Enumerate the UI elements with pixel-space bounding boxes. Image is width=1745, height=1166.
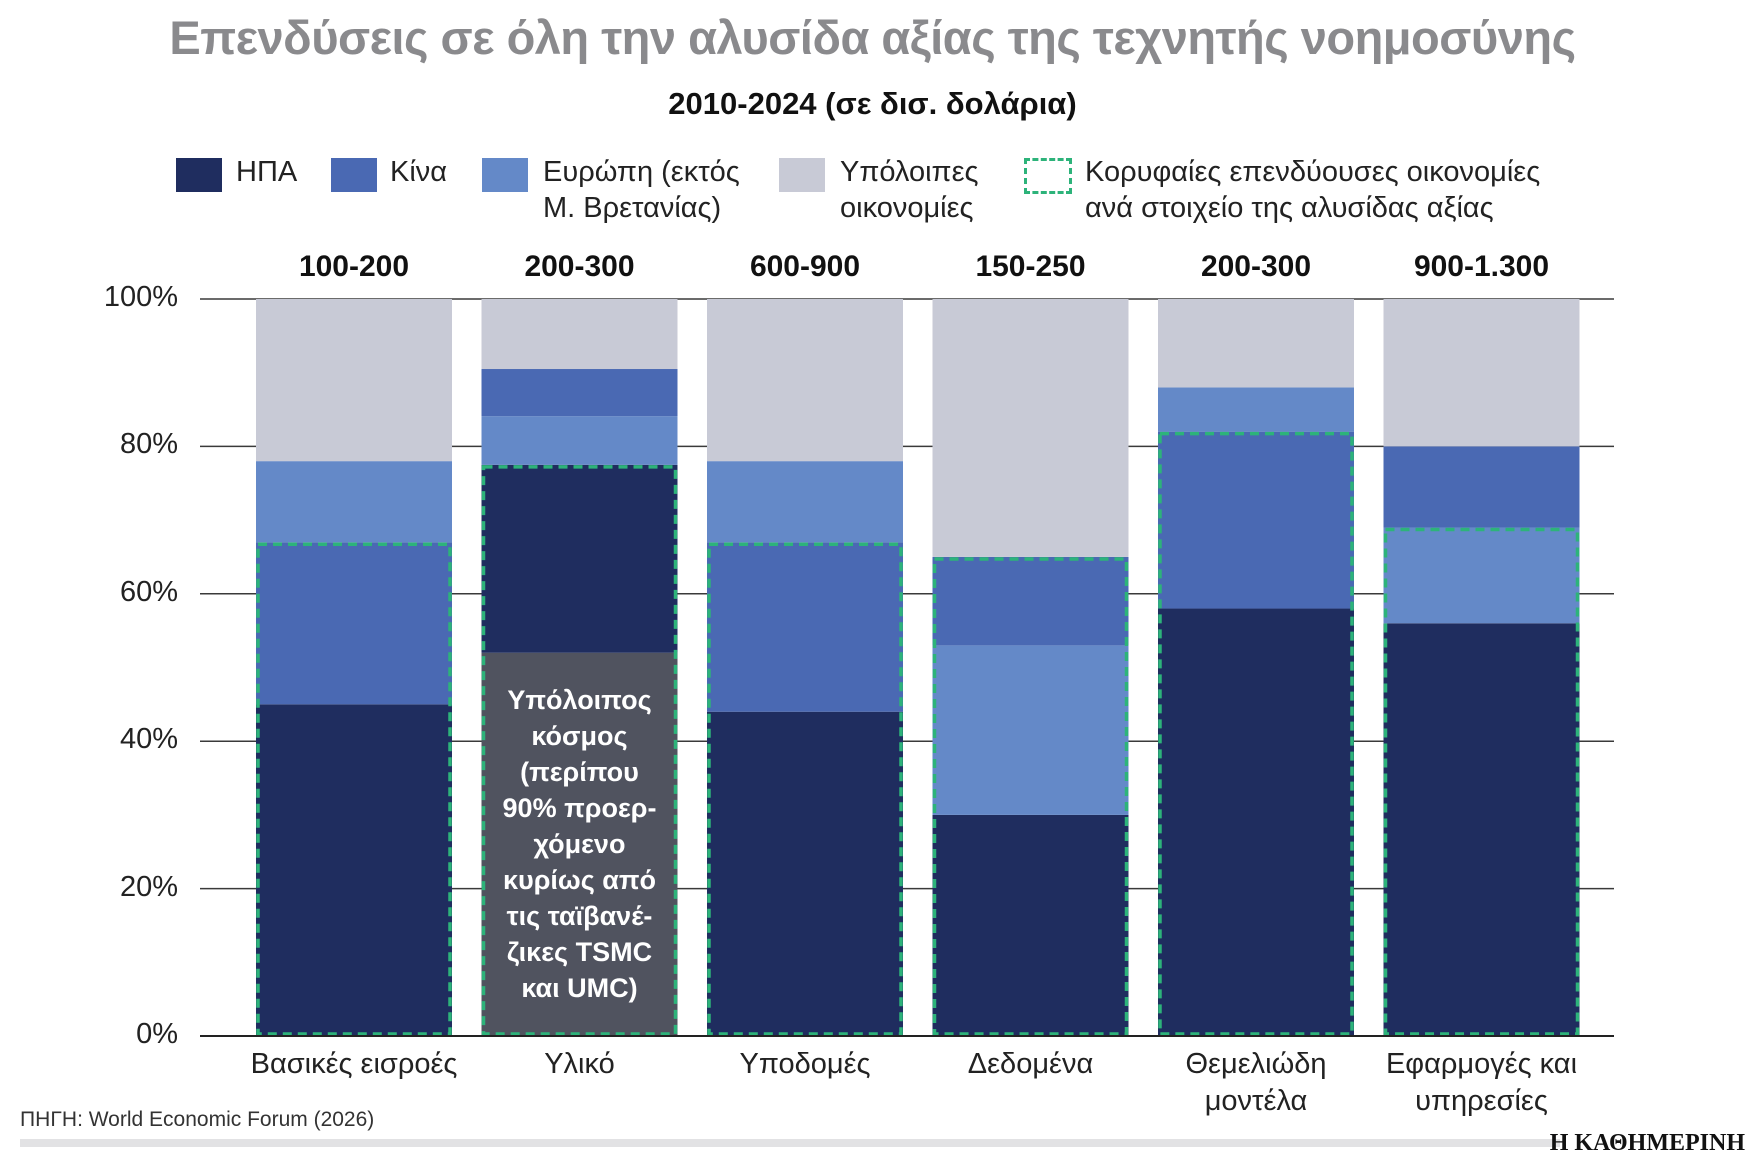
- x-tick-label: Υποδομές: [739, 1048, 871, 1080]
- bar-segment: [932, 814, 1129, 1036]
- x-tick-label: Εφαρμογές και υπηρεσίες: [1385, 1048, 1578, 1117]
- annotation-text: Υπόλοιπος κόσμος (περίπου 90% προερ- χόμ…: [502, 685, 657, 1004]
- legend-swatch: [1024, 158, 1072, 194]
- bar-segment: [1158, 431, 1354, 609]
- leader-box: [1383, 527, 1580, 1036]
- annotation-segment: [481, 652, 678, 1036]
- bar-total: 200-300: [1200, 250, 1312, 283]
- bar-segment: [481, 416, 678, 465]
- leader-box: [256, 542, 452, 1036]
- legend-label: Κίνα: [390, 156, 448, 188]
- bar-segment: [481, 464, 678, 653]
- bar-segment: [932, 645, 1129, 815]
- bar-segment: [1158, 608, 1354, 1036]
- legend-swatch: [176, 158, 222, 192]
- legend-swatch: [482, 158, 528, 192]
- leader-box: [481, 465, 678, 1036]
- y-tick-label: 20%: [119, 870, 178, 903]
- source: ΠΗΓΗ: World Economic Forum (2026): [20, 1108, 375, 1131]
- x-tick-label: Υλικό: [544, 1048, 615, 1080]
- chart-subtitle: 2010-2024 (σε δισ. δολάρια): [668, 86, 1077, 121]
- bar-segment: [256, 542, 452, 705]
- bar-segment: [481, 299, 678, 370]
- bar-segment: [932, 299, 1129, 557]
- x-tick-label: Θεμελιώδη μοντέλα: [1185, 1048, 1327, 1117]
- y-tick-label: 60%: [119, 575, 178, 608]
- footer-bar: [20, 1139, 1560, 1147]
- bar-segment: [707, 461, 903, 543]
- bar-segment: [707, 711, 903, 1036]
- bar-segment: [1383, 623, 1580, 1036]
- legend-label: Ευρώπη (εκτός Μ. Βρετανίας): [543, 156, 740, 224]
- bar-segment: [1158, 387, 1354, 432]
- brand: Η ΚΑΘΗΜΕΡΙΝΗ: [1549, 1130, 1745, 1156]
- y-tick-label: 80%: [119, 428, 178, 461]
- bar-total: 150-250: [975, 250, 1086, 283]
- bar-segment: [1158, 299, 1354, 388]
- legend-label: ΗΠΑ: [236, 156, 298, 188]
- bar-segment: [256, 299, 452, 462]
- leader-box: [932, 557, 1129, 1036]
- bar-segment: [1383, 446, 1580, 528]
- bar-segment: [1383, 299, 1580, 447]
- legend-swatch: [779, 158, 825, 192]
- chart-title: Επενδύσεις σε όλη την αλυσίδα αξίας της …: [169, 11, 1576, 64]
- legend-label: Κορυφαίες επενδύουσες οικονομίες ανά στο…: [1085, 156, 1541, 224]
- bar-total: 100-200: [298, 250, 410, 283]
- bar-segment: [707, 299, 903, 462]
- bar-segment: [481, 369, 678, 417]
- bar-total: 900-1.300: [1413, 250, 1550, 283]
- legend-swatch: [331, 158, 377, 192]
- legend-label: Υπόλοιπες οικονομίες: [840, 156, 979, 224]
- bar-segment: [256, 704, 452, 1036]
- leader-box: [1158, 431, 1354, 1036]
- bar-segment: [1383, 527, 1580, 624]
- leader-box: [707, 542, 903, 1036]
- x-tick-label: Βασικές εισροές: [250, 1048, 458, 1080]
- bar-total: 200-300: [524, 250, 635, 283]
- bar-total: 600-900: [749, 250, 861, 283]
- x-tick-label: Δεδομένα: [967, 1048, 1094, 1080]
- y-tick-label: 0%: [136, 1018, 178, 1050]
- bar-segment: [932, 556, 1129, 646]
- y-tick-label: 100%: [103, 281, 178, 313]
- bar-segment: [256, 461, 452, 543]
- bar-segment: [707, 542, 903, 712]
- y-tick-label: 40%: [119, 723, 178, 756]
